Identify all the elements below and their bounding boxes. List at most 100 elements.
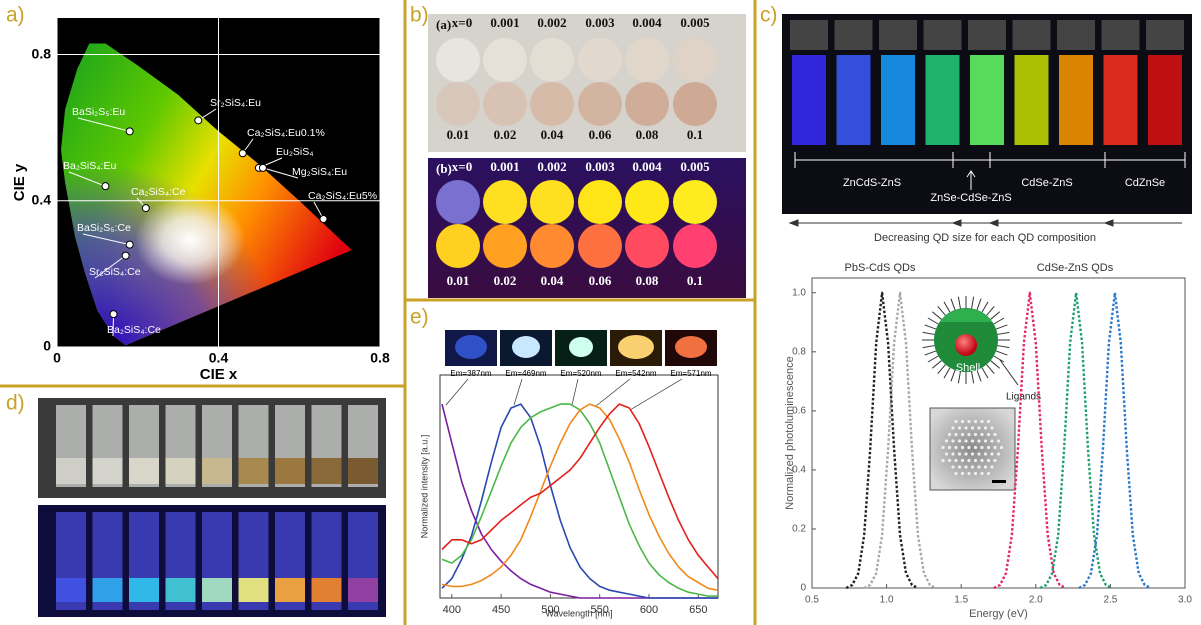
pellet [578,38,622,82]
pellet-glow [436,224,480,268]
inset-label: Em=469nm [505,369,546,378]
dopant-label: 0.004 [632,15,662,30]
x-tick-label: 0.4 [209,350,229,366]
pellet-glow [483,180,527,224]
x-tick-label: 650 [689,604,707,616]
lattice-dot [954,459,957,462]
panel-label: b) [410,4,429,27]
ligand [994,356,1004,362]
point-label: Sr₂SiS₄:Eu [210,97,261,109]
point-label: Ca₂SiS₄:Eu5% [308,190,377,202]
vial-glow [312,578,342,602]
lattice-dot [997,439,1000,442]
dopant-label: 0.02 [494,127,517,142]
photo-caption: Decreasing QD size for each QD compositi… [874,232,1096,244]
vial-glow [792,55,826,145]
lattice-dot [974,433,977,436]
dopant-label: 0.01 [447,127,470,142]
dopant-label: x=0 [452,159,472,174]
y-tick-label: 0.2 [792,524,806,535]
ligand [932,361,941,369]
lattice-dot [971,426,974,429]
point-label: Ca₂SiS₄:Eu0.1% [247,127,325,139]
pellet [673,82,717,126]
lattice-dot [974,420,977,423]
dopant-label: 0.1 [687,273,703,288]
vial-liquid [239,458,269,484]
ligand [991,312,1000,320]
inset-label: Em=387nm [450,369,491,378]
vial-glow [926,55,960,145]
lattice-dot [980,446,983,449]
vial-liquid [348,458,378,484]
lattice-dot [980,459,983,462]
x-tick-label: 600 [640,604,658,616]
lattice-dot [977,426,980,429]
lattice-dot [961,433,964,436]
lattice-dot [945,452,948,455]
ligand [958,297,960,309]
vial [1146,20,1184,50]
lattice-dot [964,439,967,442]
lattice-dot [987,446,990,449]
pellet-glow [530,180,574,224]
x-tick-label: 450 [492,604,510,616]
vial-glow [166,578,196,602]
y-tick-label: 0.4 [32,191,52,207]
group-label: CdZnSe [1125,177,1165,189]
lattice-dot [961,420,964,423]
vial-glow [56,578,86,602]
point-label: Ba₂SiS₄:Eu [63,160,116,172]
lattice-dot [987,459,990,462]
point [122,252,129,259]
vial [790,20,828,50]
x-tick-label: 0.5 [805,595,819,606]
panel-label: c) [760,4,778,27]
point-label: Sr₂SiS₄:Ce [89,266,141,278]
x-tick-label: 1.0 [880,595,894,606]
lattice-dot [993,433,996,436]
series-line [442,404,718,598]
lattice-dot [993,459,996,462]
pellet-glow [578,224,622,268]
lattice-dot [987,472,990,475]
pellet-photos: (a) (b) x=00.01x=00.010.0010.020.0010.02… [428,14,746,298]
dopant-label: 0.005 [680,159,710,174]
vial-glow [1015,55,1049,145]
lattice-dot [948,459,951,462]
pellet [530,38,574,82]
lattice-dot [967,420,970,423]
group-label: ZnSe-CdSe-ZnS [930,192,1011,204]
point [320,216,327,223]
lattice-dot [967,446,970,449]
y-tick-label: 0 [43,338,51,354]
pellet-glow [578,180,622,224]
lattice-dot [954,433,957,436]
point [102,183,109,190]
pellet [625,38,669,82]
lattice-dot [993,446,996,449]
lattice-dot [971,452,974,455]
lattice-dot [984,465,987,468]
dopant-label: 0.002 [537,15,566,30]
vial [1057,20,1095,50]
lattice-dot [967,433,970,436]
ligand [925,351,936,355]
vial-liquid [129,458,159,484]
lattice-dot [984,439,987,442]
pellet [436,38,480,82]
ligand [998,346,1010,348]
ligand [951,370,955,381]
point [259,164,266,171]
lattice-dot [964,426,967,429]
vial-glow [129,578,159,602]
lattice-dot [987,433,990,436]
dopant-label: 0.003 [585,15,615,30]
panel-label: d) [6,392,25,415]
lattice-dot [997,452,1000,455]
y-tick-label: 0.8 [792,346,806,357]
lattice-dot [984,452,987,455]
lattice-dot [954,420,957,423]
vial-glow [93,578,123,602]
lattice-dot [941,446,944,449]
